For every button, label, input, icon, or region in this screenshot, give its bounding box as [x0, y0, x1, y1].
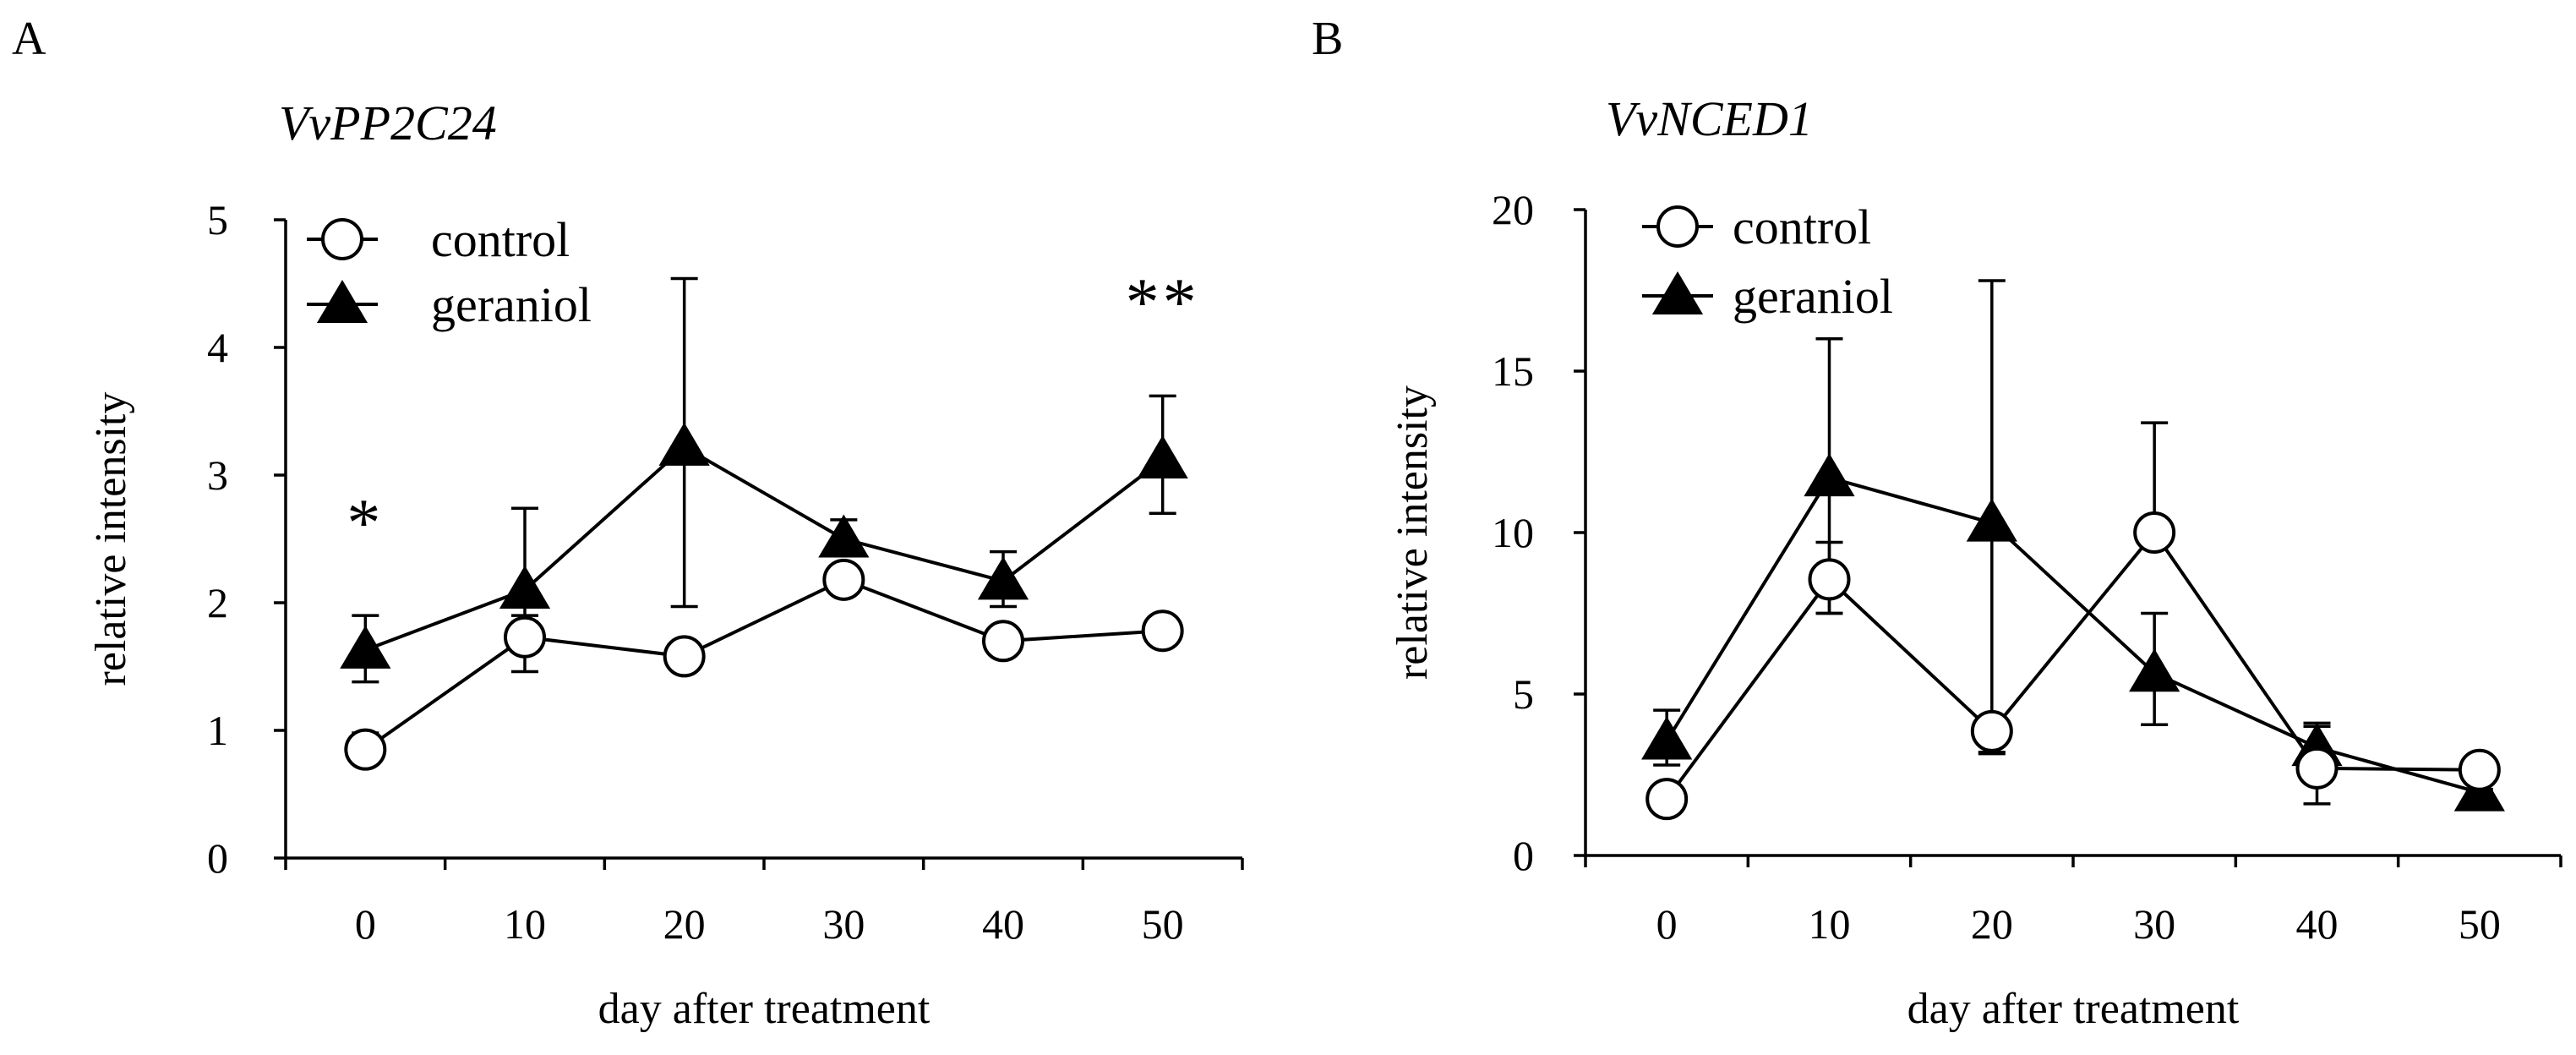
significance-marker: * [347, 486, 384, 560]
control-point [663, 635, 706, 678]
geraniol-point [1804, 453, 1855, 497]
geraniol-line [1665, 475, 2480, 795]
geraniol-point [1137, 435, 1188, 478]
gene-title: VvNCED1 [1606, 91, 1813, 146]
series-control [344, 558, 1184, 771]
control-point [1141, 609, 1184, 653]
x-tick-label: 0 [355, 900, 376, 948]
control-point [504, 615, 546, 659]
geraniol-point [818, 514, 870, 558]
geraniol-point [1966, 498, 2017, 542]
control-point [344, 728, 387, 771]
control-point [1808, 558, 1851, 601]
geraniol-point [2129, 648, 2180, 692]
x-tick-label: 30 [822, 900, 865, 948]
control-line [1665, 529, 2480, 801]
panel-letter: A [12, 13, 46, 65]
geraniol-point [340, 625, 391, 669]
legend-label-geraniol: geraniol [431, 277, 592, 332]
geraniol-point [977, 556, 1029, 600]
x-tick-label: 20 [663, 900, 706, 948]
series-control [1645, 421, 2501, 821]
y-tick-label: 15 [1492, 347, 1534, 395]
geraniol-point [658, 422, 710, 466]
control-point [1645, 778, 1689, 821]
panel-letter: B [1312, 13, 1343, 65]
y-tick-label: 5 [1513, 670, 1534, 718]
y-tick-label: 1 [207, 707, 228, 754]
series-geraniol [1641, 279, 2505, 812]
geraniol-point [1641, 716, 1693, 760]
geraniol-point [499, 565, 551, 609]
control-line [364, 577, 1163, 752]
y-tick-label: 0 [207, 834, 228, 882]
y-tick-label: 20 [1492, 186, 1534, 233]
y-tick-label: 2 [207, 579, 228, 626]
legend-marker-geraniol [1651, 271, 1704, 315]
gene-title: VvPP2C24 [279, 96, 497, 150]
significance-marker: ** [1126, 265, 1200, 340]
x-tick-label: 30 [2133, 900, 2175, 948]
chart-panel-b: B VvNCED1 0 5 10 15 20 0 10 20 30 40 50 day after tre… [1312, 13, 2562, 1033]
y-tick-label: 10 [1492, 509, 1534, 556]
legend-label-control: control [1733, 200, 1871, 254]
x-tick-label: 40 [982, 900, 1024, 948]
legend-marker-control [321, 218, 363, 260]
control-point [982, 620, 1024, 663]
x-tick-label: 50 [2459, 900, 2501, 948]
legend: control geraniol [307, 212, 592, 332]
x-axis-label: day after treatment [598, 985, 931, 1033]
legend-marker-control [1656, 205, 1699, 248]
x-tick-label: 20 [1971, 900, 2013, 948]
legend-marker-geraniol [316, 280, 368, 324]
x-tick-label: 10 [504, 900, 546, 948]
control-point [2458, 748, 2501, 791]
legend-label-control: control [431, 212, 570, 267]
y-tick-label: 0 [1513, 832, 1534, 879]
geraniol-line [364, 445, 1164, 652]
x-tick-label: 10 [1809, 900, 1851, 948]
control-point [822, 558, 865, 601]
series-geraniol [340, 276, 1188, 684]
x-tick-label: 0 [1656, 900, 1678, 948]
control-point [2295, 746, 2339, 790]
x-tick-label: 40 [2296, 900, 2339, 948]
legend-label-geraniol: geraniol [1733, 269, 1893, 324]
y-tick-label: 4 [207, 324, 228, 371]
control-point [2133, 511, 2176, 554]
y-tick-label: 3 [207, 451, 228, 499]
x-axis-label: day after treatment [1907, 985, 2240, 1033]
legend: control geraniol [1642, 200, 1893, 324]
control-point [1970, 709, 2013, 752]
y-axis-label: relative intensity [87, 391, 135, 686]
x-tick-label: 50 [1142, 900, 1184, 948]
y-tick-label: 5 [207, 196, 228, 243]
y-axis-label: relative intensity [1389, 385, 1437, 680]
